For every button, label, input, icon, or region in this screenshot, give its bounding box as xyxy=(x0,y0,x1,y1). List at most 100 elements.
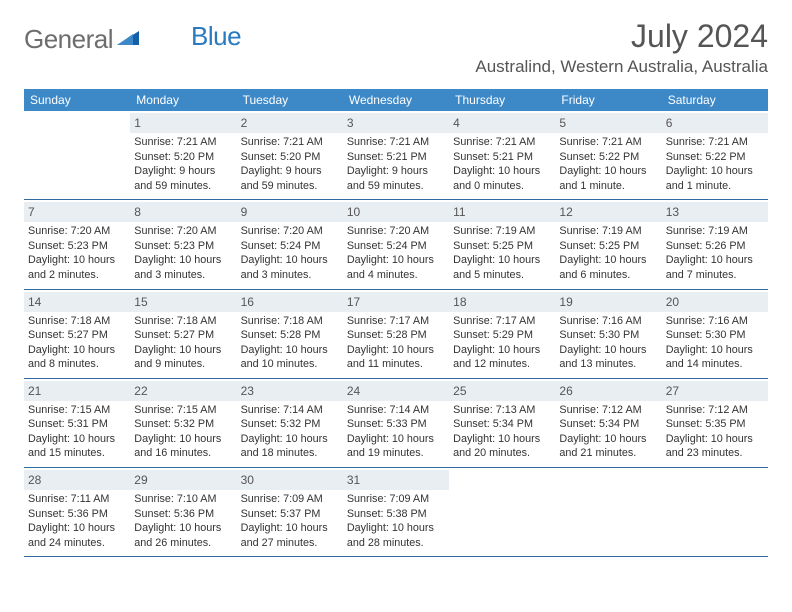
day-number: 13 xyxy=(666,205,679,219)
day-cell: 11Sunrise: 7:19 AMSunset: 5:25 PMDayligh… xyxy=(449,200,555,288)
day-cell: 20Sunrise: 7:16 AMSunset: 5:30 PMDayligh… xyxy=(662,290,768,378)
day-info: Sunrise: 7:20 AMSunset: 5:24 PMDaylight:… xyxy=(241,224,339,282)
day-cell: 7Sunrise: 7:20 AMSunset: 5:23 PMDaylight… xyxy=(24,200,130,288)
daynum-row: 13 xyxy=(662,202,768,222)
day-info: Sunrise: 7:21 AMSunset: 5:21 PMDaylight:… xyxy=(453,135,551,193)
daylight-text: Daylight: 10 hours and 11 minutes. xyxy=(347,343,445,372)
day-info: Sunrise: 7:19 AMSunset: 5:26 PMDaylight:… xyxy=(666,224,764,282)
sunset-text: Sunset: 5:20 PM xyxy=(241,150,339,165)
day-number: 15 xyxy=(134,295,147,309)
day-number: 1 xyxy=(134,116,141,130)
day-number: 19 xyxy=(559,295,572,309)
sunrise-text: Sunrise: 7:21 AM xyxy=(559,135,657,150)
day-info: Sunrise: 7:14 AMSunset: 5:33 PMDaylight:… xyxy=(347,403,445,461)
day-header: Monday xyxy=(130,89,236,111)
sunset-text: Sunset: 5:26 PM xyxy=(666,239,764,254)
day-number: 28 xyxy=(28,473,41,487)
day-number: 17 xyxy=(347,295,360,309)
day-header: Friday xyxy=(555,89,661,111)
day-header: Wednesday xyxy=(343,89,449,111)
sunset-text: Sunset: 5:34 PM xyxy=(453,417,551,432)
sunset-text: Sunset: 5:24 PM xyxy=(347,239,445,254)
daynum-row: 2 xyxy=(237,113,343,133)
day-cell: 9Sunrise: 7:20 AMSunset: 5:24 PMDaylight… xyxy=(237,200,343,288)
sunset-text: Sunset: 5:20 PM xyxy=(134,150,232,165)
day-info: Sunrise: 7:21 AMSunset: 5:22 PMDaylight:… xyxy=(559,135,657,193)
sunrise-text: Sunrise: 7:20 AM xyxy=(134,224,232,239)
sunset-text: Sunset: 5:32 PM xyxy=(134,417,232,432)
calendar-page: General Blue July 2024 Australind, Weste… xyxy=(0,0,792,575)
daylight-text: Daylight: 10 hours and 21 minutes. xyxy=(559,432,657,461)
sunrise-text: Sunrise: 7:15 AM xyxy=(134,403,232,418)
sunrise-text: Sunrise: 7:20 AM xyxy=(28,224,126,239)
day-cell: 30Sunrise: 7:09 AMSunset: 5:37 PMDayligh… xyxy=(237,468,343,556)
header: General Blue July 2024 Australind, Weste… xyxy=(24,18,768,77)
day-info: Sunrise: 7:12 AMSunset: 5:35 PMDaylight:… xyxy=(666,403,764,461)
day-info: Sunrise: 7:16 AMSunset: 5:30 PMDaylight:… xyxy=(666,314,764,372)
logo: General Blue xyxy=(24,18,241,55)
daylight-text: Daylight: 10 hours and 4 minutes. xyxy=(347,253,445,282)
sunrise-text: Sunrise: 7:19 AM xyxy=(559,224,657,239)
day-cell: 31Sunrise: 7:09 AMSunset: 5:38 PMDayligh… xyxy=(343,468,449,556)
day-number: 23 xyxy=(241,384,254,398)
day-info: Sunrise: 7:15 AMSunset: 5:31 PMDaylight:… xyxy=(28,403,126,461)
daylight-text: Daylight: 10 hours and 3 minutes. xyxy=(241,253,339,282)
sunrise-text: Sunrise: 7:13 AM xyxy=(453,403,551,418)
sunrise-text: Sunrise: 7:20 AM xyxy=(241,224,339,239)
day-info: Sunrise: 7:09 AMSunset: 5:37 PMDaylight:… xyxy=(241,492,339,550)
day-cell: 2Sunrise: 7:21 AMSunset: 5:20 PMDaylight… xyxy=(237,111,343,199)
day-number: 27 xyxy=(666,384,679,398)
sunrise-text: Sunrise: 7:21 AM xyxy=(134,135,232,150)
day-cell: 10Sunrise: 7:20 AMSunset: 5:24 PMDayligh… xyxy=(343,200,449,288)
day-cell: 28Sunrise: 7:11 AMSunset: 5:36 PMDayligh… xyxy=(24,468,130,556)
sunset-text: Sunset: 5:36 PM xyxy=(28,507,126,522)
sunrise-text: Sunrise: 7:18 AM xyxy=(134,314,232,329)
daylight-text: Daylight: 10 hours and 18 minutes. xyxy=(241,432,339,461)
location: Australind, Western Australia, Australia xyxy=(475,57,768,77)
day-cell: 14Sunrise: 7:18 AMSunset: 5:27 PMDayligh… xyxy=(24,290,130,378)
daylight-text: Daylight: 10 hours and 6 minutes. xyxy=(559,253,657,282)
daynum-row: 7 xyxy=(24,202,130,222)
logo-triangle-icon xyxy=(117,28,139,51)
sunset-text: Sunset: 5:34 PM xyxy=(559,417,657,432)
day-header: Thursday xyxy=(449,89,555,111)
daynum-row: 21 xyxy=(24,381,130,401)
sunset-text: Sunset: 5:22 PM xyxy=(666,150,764,165)
day-cell: 12Sunrise: 7:19 AMSunset: 5:25 PMDayligh… xyxy=(555,200,661,288)
daynum-row: 26 xyxy=(555,381,661,401)
day-info: Sunrise: 7:18 AMSunset: 5:27 PMDaylight:… xyxy=(134,314,232,372)
day-cell xyxy=(24,111,130,199)
daynum-row: 24 xyxy=(343,381,449,401)
daynum-row: 17 xyxy=(343,292,449,312)
sunset-text: Sunset: 5:23 PM xyxy=(134,239,232,254)
sunrise-text: Sunrise: 7:17 AM xyxy=(347,314,445,329)
daylight-text: Daylight: 10 hours and 28 minutes. xyxy=(347,521,445,550)
sunset-text: Sunset: 5:38 PM xyxy=(347,507,445,522)
day-info: Sunrise: 7:09 AMSunset: 5:38 PMDaylight:… xyxy=(347,492,445,550)
daynum-row: 22 xyxy=(130,381,236,401)
daylight-text: Daylight: 10 hours and 1 minute. xyxy=(666,164,764,193)
day-info: Sunrise: 7:20 AMSunset: 5:23 PMDaylight:… xyxy=(134,224,232,282)
day-number: 22 xyxy=(134,384,147,398)
sunrise-text: Sunrise: 7:11 AM xyxy=(28,492,126,507)
sunrise-text: Sunrise: 7:09 AM xyxy=(347,492,445,507)
daylight-text: Daylight: 10 hours and 8 minutes. xyxy=(28,343,126,372)
sunset-text: Sunset: 5:33 PM xyxy=(347,417,445,432)
day-cell: 24Sunrise: 7:14 AMSunset: 5:33 PMDayligh… xyxy=(343,379,449,467)
day-number: 29 xyxy=(134,473,147,487)
sunset-text: Sunset: 5:27 PM xyxy=(28,328,126,343)
day-number: 11 xyxy=(453,205,465,219)
day-cell: 1Sunrise: 7:21 AMSunset: 5:20 PMDaylight… xyxy=(130,111,236,199)
sunset-text: Sunset: 5:21 PM xyxy=(347,150,445,165)
day-number: 7 xyxy=(28,205,35,219)
daynum-row: 30 xyxy=(237,470,343,490)
day-number: 16 xyxy=(241,295,254,309)
daylight-text: Daylight: 10 hours and 1 minute. xyxy=(559,164,657,193)
day-number: 3 xyxy=(347,116,354,130)
daynum-row: 3 xyxy=(343,113,449,133)
day-number: 26 xyxy=(559,384,572,398)
sunset-text: Sunset: 5:27 PM xyxy=(134,328,232,343)
sunset-text: Sunset: 5:21 PM xyxy=(453,150,551,165)
sunrise-text: Sunrise: 7:15 AM xyxy=(28,403,126,418)
sunrise-text: Sunrise: 7:09 AM xyxy=(241,492,339,507)
